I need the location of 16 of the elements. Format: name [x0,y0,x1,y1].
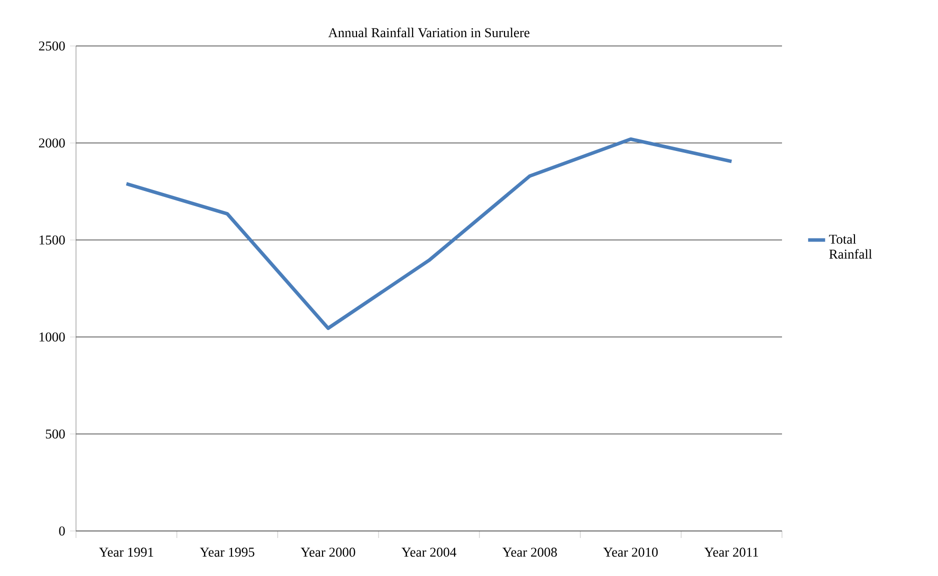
y-tick-label: 500 [46,429,65,439]
x-tick-label: Year 2010 [603,548,658,557]
legend-label: Total Rainfall [829,234,872,259]
chart-title: Annual Rainfall Variation in Surulere [328,28,530,38]
x-tick-label: Year 2004 [402,548,456,557]
y-tick-label: 1000 [40,332,65,342]
x-tick-label: Year 2011 [704,548,758,557]
y-tick-label: 2000 [39,138,65,148]
x-tick-label: Year 2008 [502,548,557,557]
x-tick-label: Year 1991 [99,548,154,557]
x-tick-label: Year 1995 [200,548,254,557]
x-tick-label: Year 2000 [300,548,356,557]
y-tick-label: 0 [59,526,65,536]
y-tick-label: 1500 [40,235,65,245]
line-series [124,137,734,330]
y-tick-label: 2500 [39,41,65,51]
